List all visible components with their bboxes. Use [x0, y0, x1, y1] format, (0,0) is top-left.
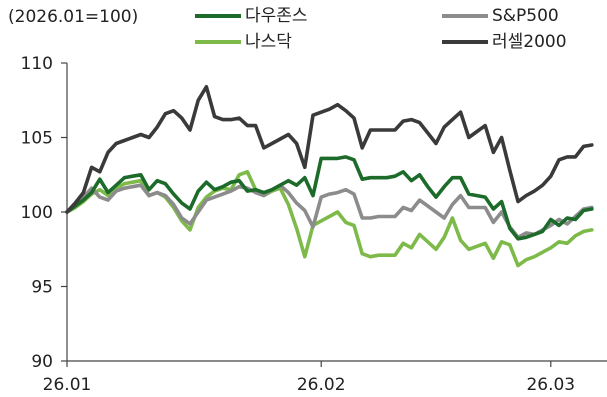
legend-label-russell: 러셀2000: [492, 32, 567, 52]
legend-item-sp500: S&P500: [442, 5, 559, 27]
x-tick-label: 26.02: [297, 375, 346, 395]
legend-item-dow: 다우존스: [195, 5, 308, 27]
y-tick-label: 95: [31, 278, 53, 298]
y-tick-label: 110: [21, 54, 53, 74]
x-tick-label: 26.01: [43, 375, 92, 395]
x-tick-label: 26.03: [526, 375, 575, 395]
series-line-0: [65, 155, 594, 241]
legend-swatch-nasdaq: [195, 40, 241, 44]
legend-label-sp500: S&P500: [492, 6, 559, 26]
legend-label-dow: 다우존스: [245, 6, 308, 26]
legend-item-nasdaq: 나스닥: [195, 31, 292, 53]
y-tick-label: 90: [31, 352, 53, 372]
legend-swatch-dow: [195, 14, 241, 18]
chart-axes: 90 95 100 105 110 26.01 26.02 26.03: [21, 54, 607, 395]
legend-swatch-sp500: [442, 14, 488, 18]
legend-label-nasdaq: 나스닥: [245, 32, 292, 52]
y-tick-label: 100: [21, 203, 53, 223]
series-line-3: [65, 85, 594, 214]
chart-series-lines: [65, 85, 594, 268]
y-tick-label: 105: [21, 129, 53, 149]
legend-swatch-russell: [442, 40, 488, 44]
legend-item-russell: 러셀2000: [442, 31, 567, 53]
unit-label: (2026.01=100): [8, 7, 139, 27]
series-line-1: [65, 183, 594, 240]
